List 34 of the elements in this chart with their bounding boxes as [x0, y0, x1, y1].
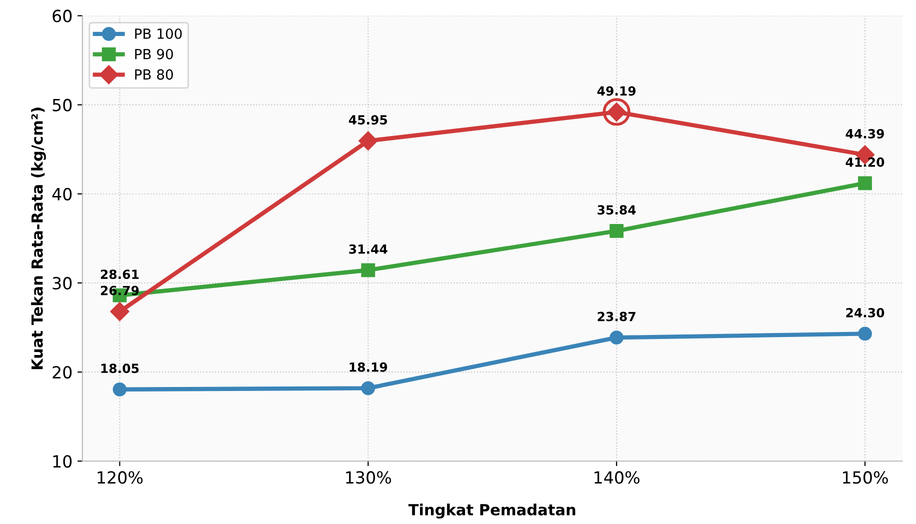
point	[110, 302, 130, 322]
x-axis-title: Tingkat Pemadatan	[408, 504, 576, 519]
point	[610, 224, 624, 238]
data-label: 45.95	[348, 115, 388, 125]
legend-label: PB 80	[135, 69, 173, 80]
data-label: 44.39	[846, 129, 884, 138]
point	[858, 176, 872, 190]
data-label: 23.87	[598, 312, 636, 322]
y-tick-label: 60	[52, 10, 72, 22]
data-label: 28.61	[100, 270, 139, 280]
legend-label: PB 100	[135, 28, 182, 39]
data-label: 18.05	[101, 364, 139, 374]
data-label: 31.44	[349, 244, 388, 254]
x-tick-label: 150%	[843, 471, 888, 484]
data-label: 18.19	[350, 362, 388, 372]
point	[361, 381, 376, 396]
point	[361, 263, 376, 278]
point	[112, 382, 127, 396]
x-tick-label: 140%	[594, 471, 640, 484]
data-label: 24.30	[846, 308, 884, 318]
y-tick-label: 40	[52, 188, 72, 200]
x-tick-label: 130%	[346, 471, 392, 484]
y-tick-label: 30	[52, 276, 72, 290]
data-label: 35.84	[598, 205, 636, 215]
point	[610, 330, 624, 345]
point	[858, 326, 872, 341]
point	[358, 131, 378, 150]
y-tick-label: 50	[52, 98, 72, 112]
y-tick-label: 20	[52, 366, 72, 379]
y-axis-title: Kuat Tekan Rata-Rata (kg/cm²)	[31, 108, 46, 370]
x-tick-label: 120%	[98, 471, 143, 484]
y-tick-label: 10	[53, 455, 72, 468]
data-label: 49.19	[597, 86, 636, 96]
legend-label: PB 90	[135, 48, 173, 60]
